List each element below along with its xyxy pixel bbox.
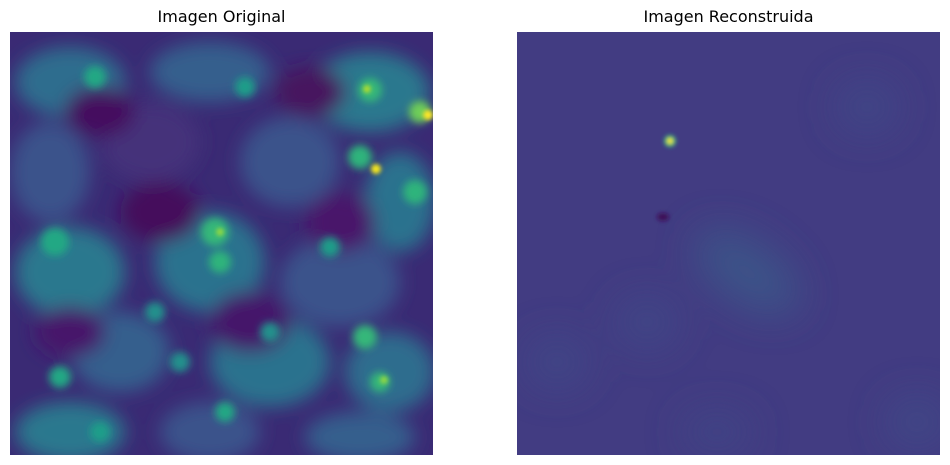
reconstructed-image-heatmap — [517, 32, 940, 455]
original-image-heatmap — [10, 32, 433, 455]
original-image — [10, 32, 433, 455]
reconstructed-image — [517, 32, 940, 455]
original-image-title: Imagen Original — [157, 7, 286, 26]
reconstructed-image-title: Imagen Reconstruida — [643, 7, 814, 26]
